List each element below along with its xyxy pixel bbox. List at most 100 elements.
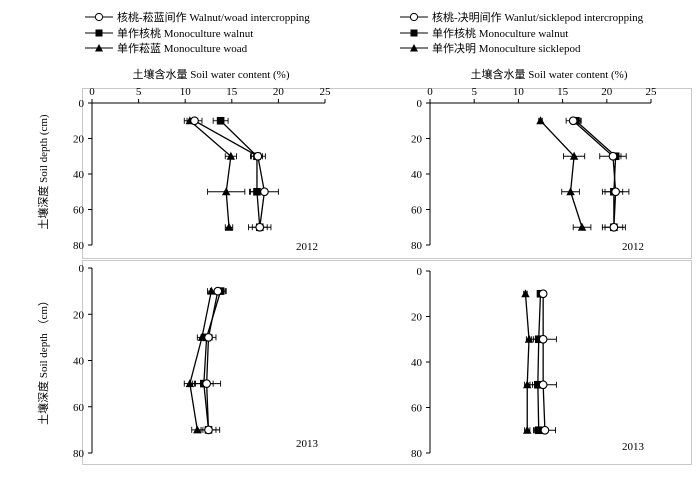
series-line (194, 120, 266, 228)
y-tick-label: 0 (417, 266, 423, 278)
year-label: 2013 (296, 438, 319, 450)
y-tick-label: 80 (411, 240, 423, 252)
data-point-circle (538, 380, 548, 390)
y-tick-label: 80 (411, 448, 423, 460)
legend-label: 单作核桃 Monoculture walnut (432, 26, 568, 40)
series-circle (192, 286, 226, 435)
data-point-circle (538, 334, 548, 344)
chart-panel-bottom-left: 0 20 40 60 80 2013 (73, 263, 319, 460)
series-line (537, 293, 542, 431)
data-point-triangle (207, 286, 216, 295)
series-line (205, 290, 219, 430)
legend-entry-square: 单作核桃 Monoculture walnut (400, 26, 568, 40)
data-point-circle (190, 116, 199, 126)
y-axis-title-top: 土壤深度 Soil depth (cm) (36, 114, 50, 230)
series-circle (565, 116, 630, 232)
y-tick-label: 20 (73, 309, 85, 321)
series-triangle (521, 289, 534, 434)
series-triangle (536, 116, 592, 231)
series-line (542, 293, 546, 431)
legend-left: 核桃-菘蓝间作 Walnut/woad intercropping 单作核桃 M… (85, 10, 310, 55)
chart-panels: 0 5 10 15 20 25 0 20 40 60 80 2012 0 5 10 15 20 25 0 20 40 60… (73, 86, 657, 460)
data-point-circle (202, 379, 211, 388)
legend-label: 单作决明 Monoculture sicklepod (432, 42, 581, 55)
data-point-triangle (523, 425, 532, 434)
series-line (572, 120, 617, 228)
y-tick-label: 0 (79, 98, 85, 110)
data-point-circle (611, 187, 620, 197)
data-point-circle (540, 425, 550, 435)
year-label: 2012 (296, 241, 318, 253)
legend-label: 单作核桃 Monoculture walnut (117, 26, 253, 40)
frame-row-2013 (82, 260, 692, 465)
y-tick-label: 40 (411, 169, 423, 181)
series-square (212, 116, 268, 232)
data-point-circle (213, 286, 223, 296)
y-tick-label: 40 (73, 356, 85, 368)
x-axis-title-left: 土壤含水量 Soil water content (%) (132, 67, 289, 81)
x-tick-label: 15 (226, 86, 238, 98)
data-point-triangle (577, 222, 587, 231)
series-line (540, 120, 583, 228)
legend-entry-square: 单作核桃 Monoculture walnut (85, 26, 253, 40)
data-point-circle (260, 187, 269, 197)
series-line (220, 120, 261, 228)
data-point-triangle (524, 334, 534, 343)
x-tick-label: 25 (320, 86, 332, 98)
series-circle (186, 116, 279, 232)
y-tick-label: 0 (417, 98, 423, 110)
chart-panel-top-left: 0 5 10 15 20 25 0 20 40 60 80 2012 (73, 86, 331, 253)
x-tick-label: 15 (557, 86, 569, 98)
data-point-circle (255, 222, 265, 232)
x-tick-label: 20 (273, 86, 285, 98)
x-tick-label: 5 (471, 86, 477, 98)
x-tick-label: 20 (601, 86, 613, 98)
data-point-triangle (224, 222, 234, 231)
data-point-circle (538, 289, 548, 299)
series-line (575, 120, 617, 228)
y-tick-label: 20 (411, 134, 423, 146)
data-point-square (216, 116, 225, 125)
data-point-circle (609, 222, 619, 232)
legend-right: 核桃-决明间作 Wanlut/sicklepod intercropping 单… (400, 10, 644, 55)
data-point-triangle (566, 187, 575, 196)
y-tick-label: 20 (73, 134, 85, 146)
series-triangle (183, 286, 216, 434)
data-point-triangle (523, 380, 532, 389)
legend-label: 单作菘蓝 Monoculture woad (117, 42, 248, 55)
data-point-circle (608, 151, 618, 161)
legend-entry-triangle: 单作决明 Monoculture sicklepod (400, 42, 581, 55)
year-label: 2013 (622, 441, 645, 453)
series-triangle (183, 116, 246, 231)
y-tick-label: 20 (411, 312, 423, 324)
data-point-triangle (222, 187, 231, 196)
legend-label: 核桃-决明间作 Wanlut/sicklepod intercropping (432, 10, 644, 24)
y-tick-label: 80 (73, 448, 85, 460)
legend-entry-circle: 核桃-菘蓝间作 Walnut/woad intercropping (85, 10, 310, 24)
legend-entry-circle: 核桃-决明间作 Wanlut/sicklepod intercropping (400, 10, 644, 24)
y-tick-label: 40 (73, 169, 85, 181)
chart-panel-bottom-right: 0 20 40 60 80 2013 (411, 266, 645, 460)
y-tick-label: 60 (73, 402, 85, 414)
series-circle (529, 289, 557, 435)
series-line (189, 290, 212, 430)
data-point-triangle (521, 289, 530, 298)
legend-entry-triangle: 单作菘蓝 Monoculture woad (85, 42, 248, 55)
x-tick-label: 10 (513, 86, 525, 98)
y-tick-label: 60 (411, 205, 423, 217)
series-square (194, 287, 227, 434)
data-point-circle (204, 425, 213, 435)
x-tick-label: 10 (180, 86, 192, 98)
year-label: 2012 (622, 241, 644, 253)
data-point-triangle (185, 379, 195, 388)
chart-panel-top-right: 0 5 10 15 20 25 0 20 40 60 80 2012 (411, 86, 657, 253)
data-point-triangle (226, 151, 236, 160)
x-tick-label: 0 (427, 86, 433, 98)
x-tick-label: 5 (136, 86, 142, 98)
data-point-circle (568, 116, 578, 126)
data-point-circle (253, 151, 263, 161)
series-line (203, 290, 222, 430)
x-tick-label: 0 (89, 86, 95, 98)
data-point-triangle (569, 151, 579, 160)
